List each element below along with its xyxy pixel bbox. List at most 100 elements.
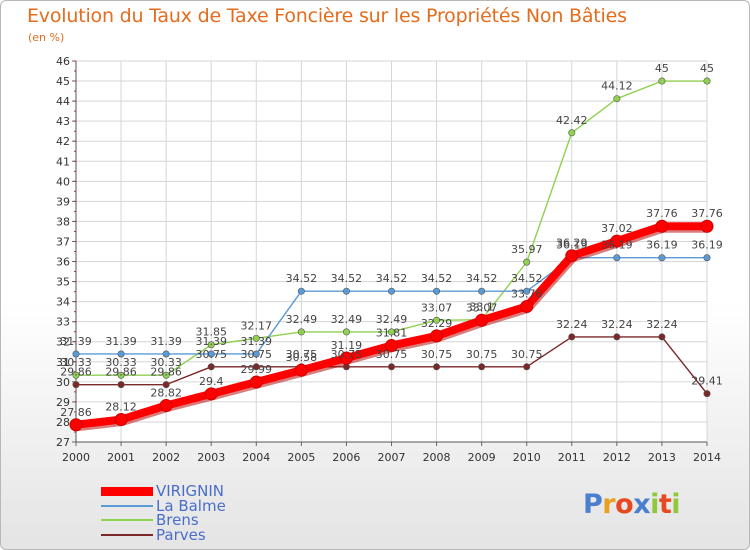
data-label-la-balme: 31.39 [150, 335, 182, 348]
y-tick-label: 27 [56, 436, 70, 449]
data-point-virignin [700, 219, 714, 233]
data-label-la-balme: 34.52 [286, 272, 318, 285]
data-point-la-balme [342, 287, 350, 295]
y-tick-label: 31 [56, 356, 70, 369]
legend-label-virignin: VIRIGNIN [156, 482, 225, 500]
data-point-la-balme [658, 254, 666, 262]
x-tick-label: 2002 [152, 451, 180, 464]
proxiti-logo: Proxiti [583, 489, 681, 520]
data-point-virignin [204, 387, 218, 401]
y-tick-label: 42 [56, 135, 70, 148]
data-label-brens: 32.17 [241, 319, 273, 332]
data-label-parves: 29.86 [105, 366, 137, 379]
data-label-virignin: 37.76 [691, 207, 723, 220]
data-label-parves: 29.86 [60, 366, 92, 379]
y-tick-label: 40 [56, 175, 70, 188]
data-point-brens [568, 129, 576, 137]
logo-letter: P [583, 489, 603, 520]
legend-swatch-brens [101, 519, 153, 521]
data-point-brens [162, 371, 170, 379]
y-tick-label: 43 [56, 115, 70, 128]
legend-swatch-virignin [101, 487, 153, 496]
data-label-parves: 29.41 [691, 375, 723, 388]
data-label-brens: 33.07 [421, 301, 453, 314]
data-point-parves [703, 390, 711, 398]
data-point-brens [433, 316, 441, 324]
data-label-virignin: 37.76 [646, 207, 678, 220]
data-point-parves [387, 363, 395, 371]
x-tick-label: 2004 [242, 451, 270, 464]
data-label-parves: 32.24 [646, 318, 678, 331]
logo-letter: o [615, 489, 634, 520]
data-point-brens [342, 328, 350, 336]
x-tick-label: 2010 [513, 451, 541, 464]
data-label-parves: 32.24 [556, 318, 588, 331]
data-point-la-balme [72, 350, 80, 358]
data-point-la-balme [703, 254, 711, 262]
data-label-parves: 30.75 [376, 348, 408, 361]
x-tick-label: 2003 [197, 451, 225, 464]
data-point-la-balme [207, 350, 215, 358]
y-tick-label: 29 [56, 396, 70, 409]
logo-letter: t [658, 489, 672, 520]
logo-letter: x [633, 489, 651, 520]
data-point-virignin [430, 329, 444, 343]
y-tick-label: 36 [56, 256, 70, 269]
data-label-brens: 32.49 [286, 313, 318, 326]
data-point-la-balme [433, 287, 441, 295]
data-label-brens: 42.42 [556, 114, 588, 127]
data-label-la-balme: 34.52 [331, 272, 363, 285]
data-point-parves [117, 381, 125, 389]
data-point-virignin [565, 249, 579, 263]
data-label-parves: 30.75 [421, 348, 453, 361]
x-tick-label: 2013 [648, 451, 676, 464]
data-label-virignin: 28.82 [150, 387, 182, 400]
y-tick-label: 28 [56, 416, 70, 429]
data-label-virignin: 31.19 [331, 339, 363, 352]
data-point-virignin [249, 375, 263, 389]
data-point-brens [117, 371, 125, 379]
data-point-brens [297, 328, 305, 336]
data-label-la-balme: 31.39 [195, 335, 227, 348]
y-tick-label: 37 [56, 235, 70, 248]
data-point-parves [568, 333, 576, 341]
data-point-parves [613, 333, 621, 341]
y-tick-label: 35 [56, 276, 70, 289]
data-label-la-balme: 31.39 [105, 335, 137, 348]
logo-letter: i [671, 489, 681, 520]
data-label-la-balme: 36.19 [646, 239, 678, 252]
data-label-brens: 30.33 [60, 356, 92, 369]
data-point-parves [162, 381, 170, 389]
data-point-parves [658, 333, 666, 341]
data-point-virignin [475, 313, 489, 327]
data-point-la-balme [387, 287, 395, 295]
x-tick-label: 2012 [603, 451, 631, 464]
data-point-la-balme [478, 287, 486, 295]
data-label-parves: 30.75 [466, 348, 498, 361]
legend-swatch-la-balme [101, 504, 153, 507]
data-label-virignin: 29.99 [241, 363, 273, 376]
y-tick-label: 46 [56, 55, 70, 68]
legend-label-brens: Brens [156, 511, 199, 529]
data-point-parves [478, 363, 486, 371]
data-label-brens: 32.49 [376, 313, 408, 326]
data-point-brens [613, 95, 621, 103]
data-point-virignin [385, 339, 398, 353]
x-tick-label: 2009 [468, 451, 496, 464]
data-point-la-balme [523, 287, 531, 295]
y-tick-label: 38 [56, 215, 70, 228]
logo-letter: i [650, 489, 659, 520]
data-point-virignin [69, 418, 83, 432]
data-point-brens [207, 341, 215, 349]
data-label-parves: 29.86 [150, 366, 182, 379]
data-label-brens: 44.12 [601, 80, 633, 93]
data-point-parves [523, 363, 531, 371]
data-label-la-balme: 34.52 [421, 272, 453, 285]
data-label-parves: 30.75 [511, 348, 543, 361]
y-tick-label: 41 [56, 155, 70, 168]
data-point-la-balme [297, 287, 305, 295]
data-point-virignin [339, 351, 353, 365]
data-label-virignin: 33.07 [466, 301, 498, 314]
y-tick-label: 33 [56, 316, 70, 329]
